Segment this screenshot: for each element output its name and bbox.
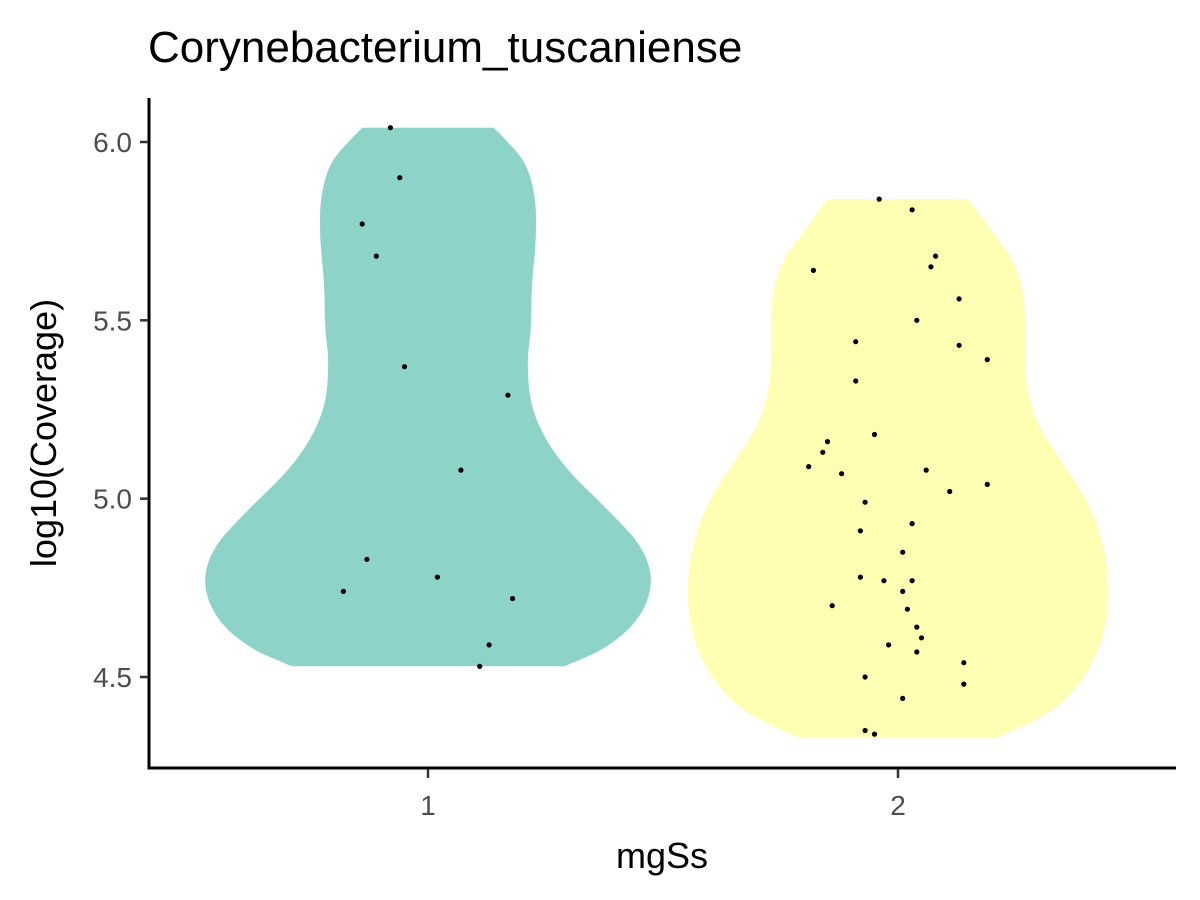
- data-point-2-6: [956, 296, 962, 302]
- data-point-2-21: [909, 521, 915, 527]
- violin-1: [205, 127, 651, 667]
- data-point-2-25: [881, 578, 887, 584]
- y-tick-label: 5.0: [93, 484, 132, 515]
- data-point-2-7: [914, 317, 920, 323]
- data-point-2-24: [857, 574, 864, 580]
- y-tick-label: 5.5: [93, 305, 132, 336]
- data-point-1-13: [477, 663, 483, 669]
- data-point-2-34: [961, 660, 967, 666]
- data-point-2-11: [853, 378, 859, 384]
- data-point-2-1: [876, 196, 882, 202]
- data-point-1-11: [509, 595, 516, 602]
- data-point-2-27: [900, 588, 906, 595]
- y-axis-title: log10(Coverage): [23, 299, 64, 567]
- data-point-2-10: [984, 357, 990, 363]
- data-point-1-9: [434, 574, 440, 580]
- data-point-2-13: [824, 439, 831, 445]
- data-point-2-26: [909, 578, 915, 584]
- data-point-2-23: [900, 549, 906, 555]
- data-point-1-5: [401, 364, 408, 370]
- data-point-1-10: [340, 588, 346, 595]
- violin-2: [687, 199, 1109, 738]
- data-point-2-22: [857, 528, 864, 534]
- data-point-2-39: [871, 731, 878, 737]
- x-tick-label: 2: [890, 790, 906, 821]
- x-axis-title: mgSs: [616, 835, 708, 876]
- data-point-2-35: [862, 674, 868, 680]
- data-point-1-12: [486, 642, 492, 648]
- data-point-1-1: [387, 125, 393, 131]
- chart-title: Corynebacterium_tuscaniense: [148, 23, 742, 72]
- data-point-2-36: [961, 681, 967, 687]
- data-point-2-28: [829, 603, 835, 609]
- data-point-2-15: [806, 464, 812, 470]
- data-point-2-5: [933, 253, 939, 259]
- data-point-2-8: [853, 339, 859, 345]
- data-point-2-4: [928, 264, 934, 270]
- y-axis-ticks: 4.5 5.0 5.5 6.0: [93, 127, 148, 693]
- violins-layer: [205, 127, 1109, 738]
- data-point-1-3: [359, 221, 365, 227]
- data-point-2-32: [886, 642, 892, 648]
- data-point-1-2: [397, 175, 403, 181]
- y-tick-label: 4.5: [93, 662, 132, 693]
- data-point-2-16: [839, 471, 845, 477]
- data-point-2-29: [904, 606, 911, 612]
- data-point-2-2: [909, 207, 915, 213]
- data-point-2-20: [862, 499, 868, 505]
- x-tick-label: 1: [420, 790, 436, 821]
- data-point-2-19: [947, 488, 953, 495]
- data-point-2-33: [914, 649, 920, 655]
- data-point-2-3: [810, 267, 817, 273]
- data-point-2-37: [900, 695, 906, 702]
- data-point-2-30: [914, 624, 920, 630]
- data-point-2-18: [984, 481, 990, 487]
- data-point-2-12: [871, 431, 878, 438]
- points-layer: [340, 125, 990, 737]
- data-point-1-4: [373, 253, 379, 259]
- data-point-2-9: [956, 342, 962, 348]
- data-point-2-31: [918, 635, 925, 641]
- data-point-1-8: [364, 556, 370, 562]
- data-point-1-6: [505, 392, 511, 398]
- data-point-1-7: [458, 467, 464, 473]
- y-tick-label: 6.0: [93, 127, 132, 158]
- data-point-2-14: [820, 449, 826, 455]
- data-point-2-17: [923, 467, 929, 473]
- data-point-2-38: [862, 727, 868, 734]
